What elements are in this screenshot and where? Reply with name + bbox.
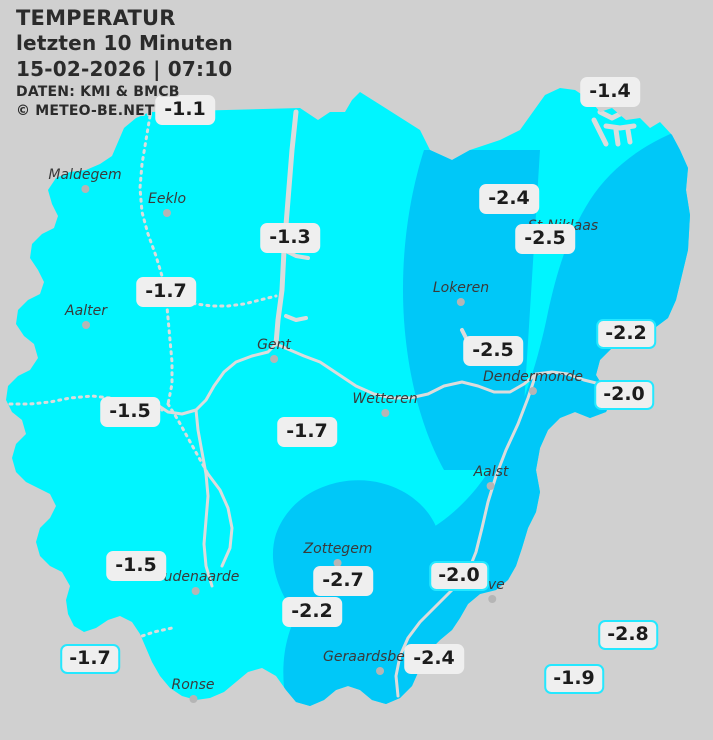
temperature-badge[interactable]: -2.8 <box>598 620 658 650</box>
temperature-badge[interactable]: -2.2 <box>596 319 656 349</box>
temperature-badge[interactable]: -1.1 <box>155 95 215 125</box>
temperature-badge[interactable]: -2.7 <box>313 566 373 596</box>
temperature-badge[interactable]: -2.5 <box>515 224 575 254</box>
temperature-badge[interactable]: -1.7 <box>277 417 337 447</box>
temperature-badge[interactable]: -2.0 <box>429 561 489 591</box>
temperature-badge[interactable]: -1.3 <box>260 223 320 253</box>
temperature-badge[interactable]: -2.4 <box>404 644 464 674</box>
temperature-badge[interactable]: -2.0 <box>594 380 654 410</box>
temperature-badge[interactable]: -1.5 <box>106 551 166 581</box>
temperature-badge[interactable]: -2.4 <box>479 184 539 214</box>
temperature-badge[interactable]: -1.4 <box>580 77 640 107</box>
temperature-badge[interactable]: -2.5 <box>463 336 523 366</box>
temperature-badge[interactable]: -1.5 <box>100 397 160 427</box>
temperature-badge[interactable]: -1.7 <box>60 644 120 674</box>
temperature-badge[interactable]: -1.7 <box>136 277 196 307</box>
temperature-badge[interactable]: -2.2 <box>282 597 342 627</box>
temperature-badge[interactable]: -1.9 <box>544 664 604 694</box>
